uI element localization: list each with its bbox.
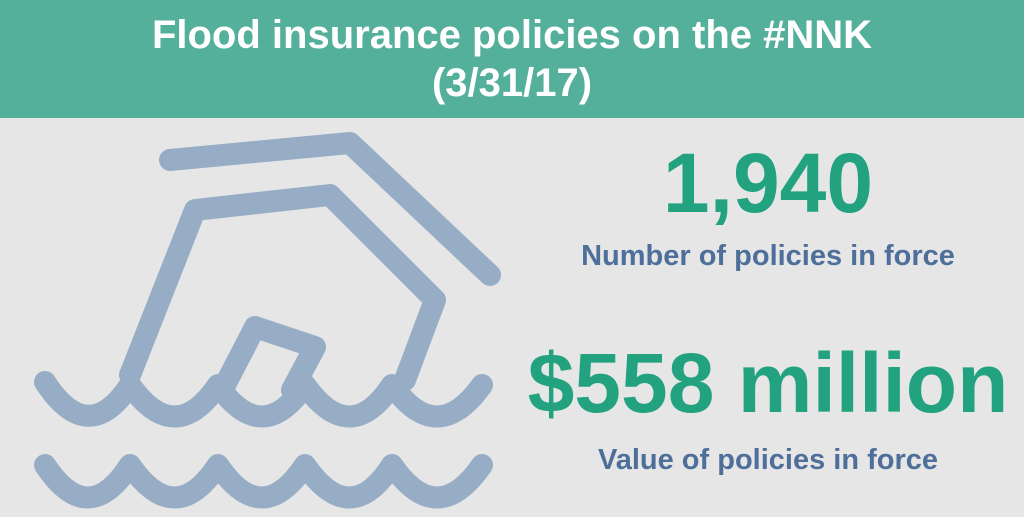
policy-value-caption: Value of policies in force bbox=[597, 444, 939, 476]
upper-wave bbox=[34, 371, 493, 428]
flooded-house-icon bbox=[34, 132, 501, 509]
page-subtitle-date: (3/31/17) bbox=[431, 61, 593, 105]
policy-count-caption: Number of policies in force bbox=[581, 240, 955, 272]
title-banner: Flood insurance policies on the #NNK (3/… bbox=[0, 0, 1024, 118]
flooded-house-illustration bbox=[0, 118, 520, 512]
page-title: Flood insurance policies on the #NNK bbox=[151, 13, 873, 57]
house-walls bbox=[119, 184, 446, 391]
policy-count-value: 1,940 bbox=[662, 136, 874, 230]
house-door bbox=[214, 316, 326, 401]
lower-wave bbox=[34, 454, 493, 509]
policy-value-amount: $558 million bbox=[527, 336, 1009, 430]
roof-line bbox=[159, 132, 501, 286]
